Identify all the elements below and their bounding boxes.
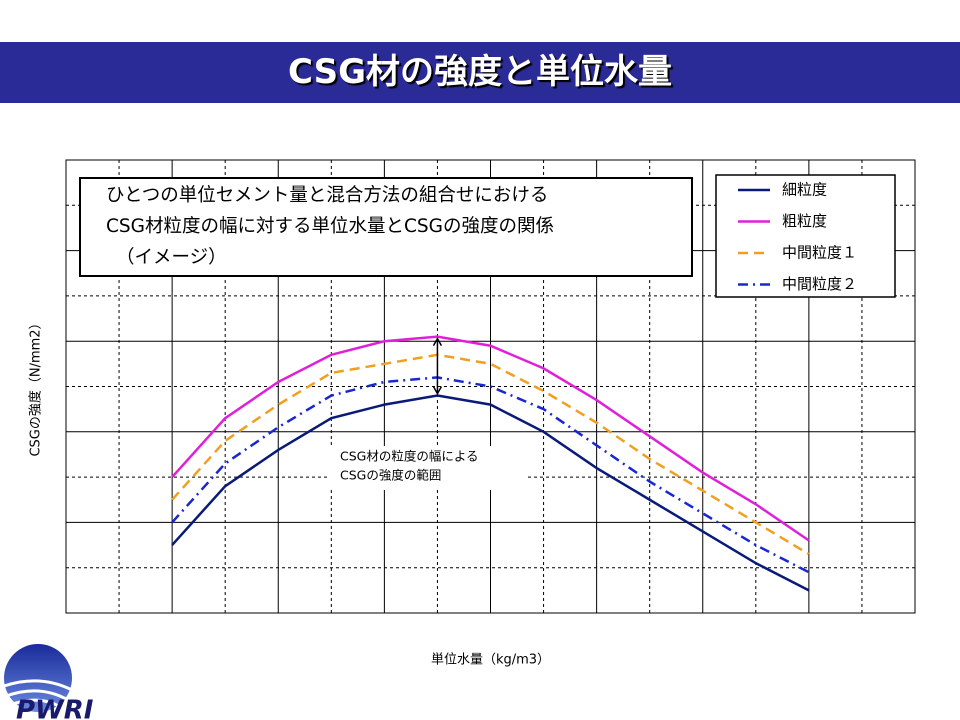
series-line [171,353,810,556]
legend-box [715,174,896,298]
x-axis-label: 単位水量（kg/m3） [431,652,550,668]
series-line [171,335,810,542]
box-text: CSG材粒度の幅に対する単位水量とCSGの強度の関係 [106,216,554,237]
text-box [79,177,693,277]
logo-stripes [3,679,73,710]
annotation-text: CSGの強度の範囲 [340,468,441,483]
annotation-text: CSG材の粒度の幅による [340,449,478,464]
arrow-head [432,337,443,347]
header-band: CSG材の強度と単位水量 [0,42,960,103]
y-axis-label: CSGの強度（N/mm2） [28,316,44,456]
slide-title: CSG材の強度と単位水量 [288,52,672,92]
box-text: ひとつの単位セメント量と混合方法の組合せにおける [106,185,548,206]
arrow-head [432,386,443,396]
box-text: （イメージ） [116,247,227,268]
plot-frame [65,159,916,614]
annotation-bg [330,446,526,490]
legend-label: 粗粒度 [782,212,827,230]
legend-label: 中間粒度１ [782,244,857,262]
logo-text: PWRI [16,696,94,720]
series-line [171,376,810,574]
legend-label: 中間粒度２ [782,275,857,293]
series-line [171,394,810,592]
legend-label: 細粒度 [782,181,827,199]
logo: PWRI [3,644,94,720]
